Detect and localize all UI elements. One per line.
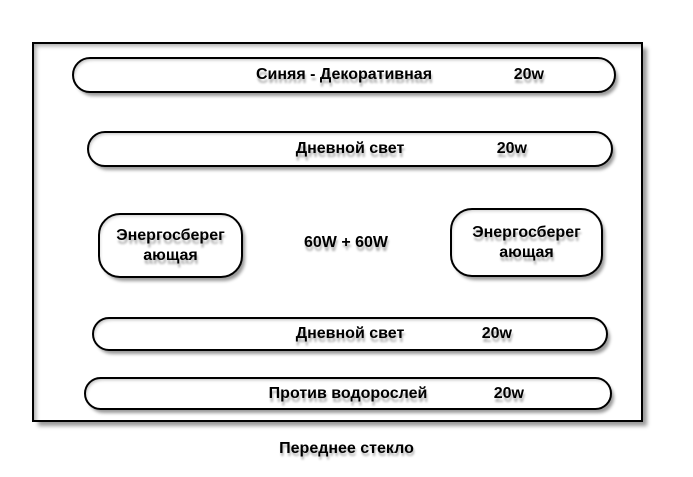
bulb-label-line2: ающая: [499, 243, 554, 261]
lamp-label: Синяя - Декоративная: [255, 66, 433, 83]
lamp-tube-blue-decorative: Синяя - Декоративная 20w: [72, 57, 616, 93]
lamp-label: Дневной свет: [295, 140, 405, 157]
front-glass-caption: Переднее стекло: [279, 440, 414, 457]
bulbs-combined-power-label: 60W + 60W: [303, 234, 389, 251]
lamp-tube-daylight-bottom: Дневной свет 20w: [92, 317, 608, 351]
bulb-label-line1: Энергосберег: [472, 223, 581, 241]
lamp-tube-anti-algae: Против водорослей 20w: [84, 377, 612, 410]
bulb-label-line1: Энергосберег: [116, 226, 225, 244]
lamp-label: Дневной свет: [295, 325, 405, 342]
energy-saving-bulb-right: Энергосберег ающая: [450, 208, 603, 277]
lamp-power: 20w: [481, 325, 512, 342]
lamp-power: 20w: [496, 140, 527, 157]
lamp-power: 20w: [493, 384, 524, 402]
bulb-label-line2: ающая: [143, 246, 198, 264]
lamp-power: 20w: [513, 66, 544, 83]
energy-saving-bulb-left: Энергосберег ающая: [98, 213, 243, 278]
lamp-label: Против водорослей: [268, 384, 428, 402]
lamp-tube-daylight-top: Дневной свет 20w: [87, 131, 613, 167]
